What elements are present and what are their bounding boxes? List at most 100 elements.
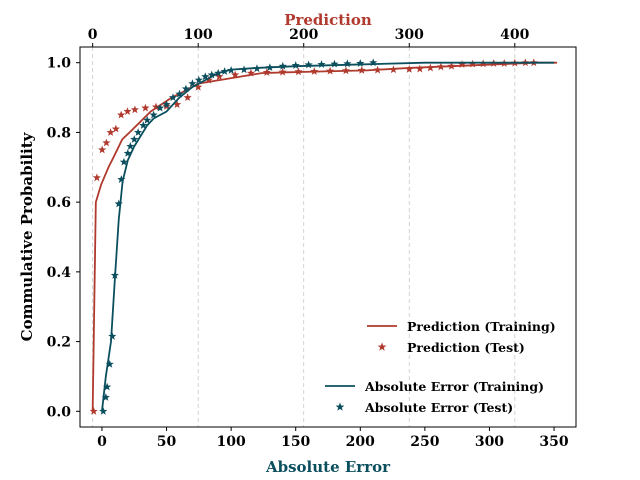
- plot-series: [89, 58, 557, 415]
- x-tick-label: 150: [281, 434, 310, 450]
- series-line-0: [91, 61, 557, 412]
- data-point: [117, 175, 126, 183]
- data-point: [194, 75, 203, 84]
- x-tick-label: 250: [410, 434, 439, 450]
- data-point: [227, 66, 236, 74]
- y-tick-label: 0.4: [47, 265, 72, 281]
- data-point: [291, 61, 300, 69]
- legend-label-prediction-test: Prediction (Test): [407, 340, 525, 355]
- data-point: [143, 115, 152, 124]
- data-point: [123, 149, 132, 157]
- y-tick-label: 0.2: [47, 335, 71, 351]
- data-point: [141, 103, 150, 112]
- legend-star: [335, 402, 345, 411]
- data-point: [139, 121, 148, 129]
- data-point: [415, 64, 424, 73]
- x-tick-label: 200: [346, 434, 375, 450]
- series-markers-3: [99, 58, 378, 415]
- data-point: [130, 135, 139, 143]
- data-point: [317, 60, 326, 68]
- x-tick-label: 100: [217, 434, 246, 450]
- left-axis: 0.0 0.2 0.4 0.6 0.8 1.0: [47, 56, 80, 420]
- data-point: [246, 68, 256, 77]
- y-axis-title: Commulative Probability: [18, 131, 36, 341]
- data-point: [356, 59, 365, 67]
- plot-frame: [79, 46, 577, 428]
- data-point: [181, 84, 191, 93]
- data-point: [310, 67, 319, 75]
- data-point: [343, 59, 352, 68]
- data-point: [149, 110, 158, 119]
- data-point: [123, 107, 132, 115]
- top-tick-label: 0: [88, 27, 98, 43]
- data-point: [98, 145, 107, 154]
- data-point: [201, 72, 210, 81]
- data-point: [151, 102, 161, 111]
- top-tick-label: 100: [184, 27, 213, 43]
- data-point: [265, 63, 274, 72]
- data-point: [89, 407, 98, 415]
- data-point: [117, 110, 126, 119]
- data-point: [134, 128, 143, 136]
- data-point: [194, 82, 203, 91]
- data-point: [357, 66, 366, 74]
- data-point: [108, 332, 117, 340]
- data-point: [389, 65, 398, 74]
- top-axis: 0 100 200 300 400: [88, 27, 530, 47]
- data-point: [252, 64, 262, 73]
- data-point: [330, 59, 339, 68]
- x-tick-label: 300: [475, 434, 504, 450]
- series-markers-1: [89, 58, 538, 415]
- data-point: [102, 138, 111, 147]
- data-point: [126, 142, 135, 150]
- data-point: [105, 359, 114, 368]
- data-point: [207, 70, 216, 79]
- legend-swatch-error-test: [335, 402, 345, 411]
- data-point: [447, 61, 456, 70]
- legend: Prediction (Training) Prediction (Test) …: [325, 319, 556, 415]
- y-tick-label: 0.8: [47, 125, 71, 141]
- data-point: [130, 105, 139, 114]
- top-axis-title: Prediction: [284, 11, 372, 29]
- data-point: [101, 393, 110, 401]
- legend-swatch-prediction-test: [377, 342, 387, 351]
- data-point: [341, 66, 351, 75]
- data-point: [220, 67, 229, 75]
- data-point: [175, 89, 184, 98]
- data-point: [436, 62, 446, 71]
- data-point: [168, 93, 178, 102]
- y-tick-label: 1.0: [47, 56, 72, 72]
- y-tick-label: 0.6: [47, 195, 71, 211]
- x-axis-title: Absolute Error: [265, 458, 391, 476]
- data-point: [369, 58, 378, 67]
- data-point: [373, 65, 382, 74]
- x-tick-label: 50: [157, 434, 177, 450]
- data-point: [326, 66, 335, 75]
- data-point: [162, 100, 171, 108]
- data-point: [214, 68, 223, 77]
- data-point: [119, 157, 129, 166]
- data-point: [215, 72, 224, 81]
- data-point: [103, 382, 112, 391]
- data-point: [110, 271, 119, 279]
- data-point: [262, 68, 271, 76]
- y-tick-label: 0.0: [47, 404, 72, 420]
- data-point: [278, 61, 287, 70]
- data-point: [155, 103, 165, 112]
- x-tick-label: 350: [539, 434, 568, 450]
- top-tick-label: 200: [289, 27, 318, 43]
- data-point: [111, 124, 120, 133]
- series-line-2: [101, 61, 555, 412]
- top-tick-label: 300: [395, 27, 424, 43]
- data-point: [231, 70, 240, 79]
- data-point: [188, 79, 197, 88]
- data-point: [304, 60, 313, 69]
- data-point: [278, 67, 287, 76]
- data-point: [99, 407, 108, 415]
- data-point: [114, 199, 123, 208]
- bottom-axis: 0 50 100 150 200 250 300 350: [97, 427, 569, 450]
- legend-star: [377, 342, 387, 351]
- top-tick-label: 400: [500, 27, 529, 43]
- data-point: [405, 65, 414, 73]
- data-point: [204, 75, 213, 84]
